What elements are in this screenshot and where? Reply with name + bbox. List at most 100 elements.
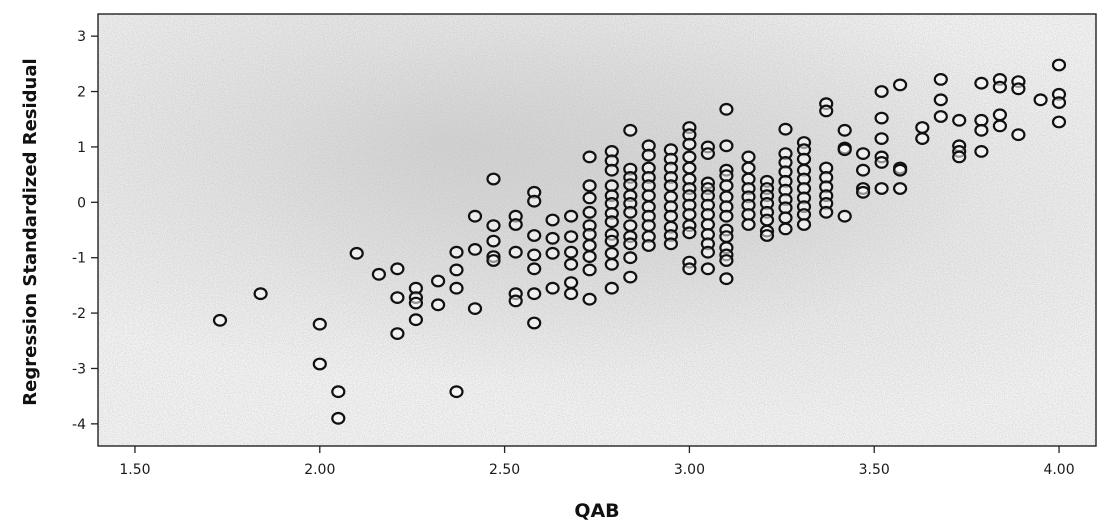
data-point — [431, 298, 446, 312]
data-point — [390, 262, 405, 276]
data-point — [312, 317, 327, 331]
data-point — [563, 209, 579, 223]
data-point — [371, 267, 386, 281]
plot-frame — [97, 13, 1097, 447]
data-point — [582, 179, 597, 193]
x-tick-label: 3.50 — [859, 462, 890, 478]
data-point — [641, 239, 656, 252]
data-point — [837, 143, 852, 157]
data-point — [719, 139, 734, 153]
data-point — [874, 132, 889, 146]
data-point — [719, 102, 734, 116]
data-point — [719, 230, 734, 244]
data-point — [778, 122, 793, 136]
data-point — [563, 287, 579, 301]
data-point — [992, 119, 1008, 133]
data-point — [582, 263, 597, 277]
data-point — [1051, 115, 1067, 129]
y-tick-label: -3 — [72, 361, 86, 377]
data-point — [349, 246, 364, 260]
data-point — [974, 76, 989, 90]
data-point — [623, 219, 638, 233]
data-point — [582, 250, 597, 264]
data-point — [992, 80, 1008, 94]
data-point — [892, 78, 908, 92]
data-point — [508, 294, 523, 308]
data-point — [1011, 82, 1026, 96]
x-axis: 1.50 2.00 2.50 3.00 3.50 4.00 — [119, 446, 1075, 478]
data-point — [778, 222, 793, 236]
data-point — [623, 270, 638, 284]
data-point — [604, 246, 619, 260]
data-point — [486, 234, 501, 248]
data-point — [408, 313, 423, 327]
data-point — [837, 209, 852, 223]
y-tick-label: -1 — [72, 251, 86, 267]
data-point — [408, 296, 423, 310]
data-point — [527, 248, 542, 262]
data-point — [486, 219, 501, 233]
y-tick-label: 0 — [77, 195, 86, 211]
x-tick-label: 1.50 — [119, 462, 150, 478]
data-point — [1033, 93, 1048, 107]
data-point — [992, 108, 1008, 122]
data-point — [796, 218, 812, 231]
data-point — [312, 357, 327, 371]
data-point — [663, 209, 679, 223]
data-point — [563, 276, 579, 290]
data-point — [974, 144, 989, 158]
data-point — [952, 113, 967, 127]
data-point — [915, 132, 930, 146]
data-point — [623, 178, 638, 192]
data-point — [212, 313, 228, 327]
y-axis-title: Regression Standardized Residual — [20, 58, 41, 405]
data-point — [623, 237, 638, 251]
data-point — [700, 262, 716, 276]
data-point — [874, 182, 889, 195]
data-point — [527, 287, 542, 301]
data-point — [623, 251, 638, 265]
plot-background — [98, 14, 1096, 446]
data-point — [663, 179, 679, 193]
data-point — [700, 147, 716, 161]
data-point — [563, 245, 579, 259]
data-point — [974, 123, 989, 137]
data-point — [855, 163, 871, 177]
data-point — [874, 85, 889, 98]
data-point — [545, 213, 560, 227]
data-point — [582, 227, 597, 241]
data-point — [431, 274, 446, 288]
data-point — [486, 254, 501, 267]
data-point — [915, 121, 930, 134]
data-point — [759, 213, 775, 227]
x-tick-label: 2.50 — [489, 462, 520, 478]
data-point — [759, 229, 775, 242]
data-point — [527, 262, 542, 276]
data-point — [390, 327, 405, 341]
data-point — [892, 182, 908, 195]
data-point — [1051, 58, 1067, 72]
data-point — [719, 209, 734, 223]
data-point — [741, 150, 756, 164]
data-point — [449, 245, 464, 259]
data-point — [563, 230, 579, 244]
data-point — [874, 155, 889, 169]
data-point — [796, 152, 812, 166]
data-point — [604, 234, 619, 248]
data-point — [449, 385, 464, 399]
data-point — [682, 208, 697, 221]
x-tick-label: 4.00 — [1043, 462, 1074, 478]
data-point — [449, 263, 464, 277]
y-tick-label: 3 — [77, 29, 86, 45]
data-point — [641, 148, 656, 162]
data-points — [212, 58, 1067, 425]
data-point — [563, 257, 579, 271]
y-tick-label: 1 — [77, 140, 86, 156]
data-point — [778, 211, 793, 225]
data-point — [682, 226, 697, 240]
data-point — [682, 150, 697, 164]
data-point — [545, 281, 560, 295]
data-point — [1011, 128, 1026, 142]
data-point — [527, 194, 542, 208]
data-point — [682, 161, 697, 175]
